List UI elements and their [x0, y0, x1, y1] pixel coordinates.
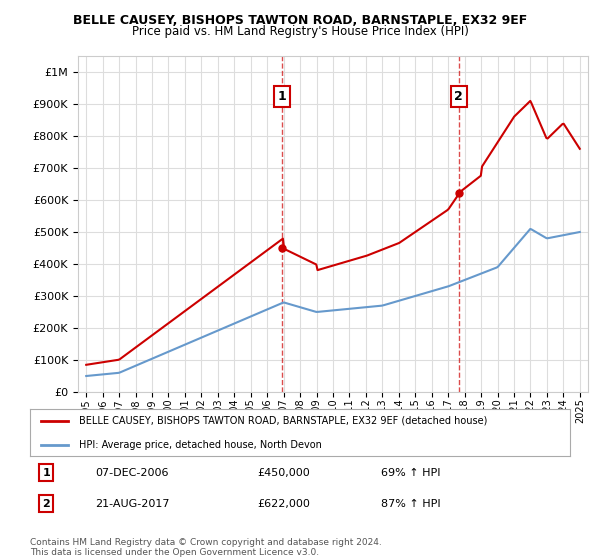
- Text: 21-AUG-2017: 21-AUG-2017: [95, 498, 169, 508]
- Text: Price paid vs. HM Land Registry's House Price Index (HPI): Price paid vs. HM Land Registry's House …: [131, 25, 469, 38]
- Text: 1: 1: [278, 90, 287, 103]
- Text: BELLE CAUSEY, BISHOPS TAWTON ROAD, BARNSTAPLE, EX32 9EF (detached house): BELLE CAUSEY, BISHOPS TAWTON ROAD, BARNS…: [79, 416, 487, 426]
- Text: 2: 2: [43, 498, 50, 508]
- Text: 87% ↑ HPI: 87% ↑ HPI: [381, 498, 440, 508]
- Text: BELLE CAUSEY, BISHOPS TAWTON ROAD, BARNSTAPLE, EX32 9EF: BELLE CAUSEY, BISHOPS TAWTON ROAD, BARNS…: [73, 14, 527, 27]
- Text: 07-DEC-2006: 07-DEC-2006: [95, 468, 168, 478]
- Text: £450,000: £450,000: [257, 468, 310, 478]
- Text: 69% ↑ HPI: 69% ↑ HPI: [381, 468, 440, 478]
- Text: HPI: Average price, detached house, North Devon: HPI: Average price, detached house, Nort…: [79, 440, 322, 450]
- Text: £622,000: £622,000: [257, 498, 310, 508]
- Text: 2: 2: [454, 90, 463, 103]
- Text: 1: 1: [43, 468, 50, 478]
- Text: Contains HM Land Registry data © Crown copyright and database right 2024.
This d: Contains HM Land Registry data © Crown c…: [30, 538, 382, 557]
